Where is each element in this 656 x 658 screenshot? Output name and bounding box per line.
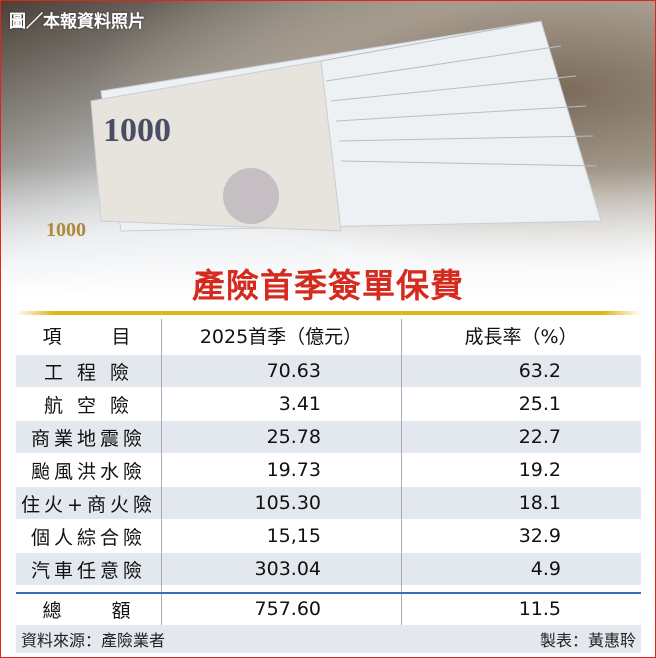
table-row-total: 總 額 757.60 11.5: [16, 593, 641, 625]
row-growth: 63.2: [518, 360, 561, 382]
table-row: 工 程 險 70.63 63.2: [16, 355, 641, 387]
table-row: 汽車任意險 303.04 4.9: [16, 553, 641, 585]
row-item: 汽車任意險: [30, 559, 146, 582]
column-divider: [161, 319, 162, 625]
row-item: 個人綜合險: [30, 526, 146, 549]
row-premium: 303.04: [254, 558, 321, 580]
row-premium: 25.78: [266, 426, 321, 448]
row-item: 航 空 險: [43, 394, 134, 417]
row-premium: 3.41: [278, 393, 321, 415]
row-premium: 105.30: [254, 492, 321, 514]
row-item: 工 程 險: [43, 361, 134, 384]
table-row: 住火+商火險 105.30 18.1: [16, 487, 641, 519]
row-item: 商業地震險: [30, 427, 146, 450]
title-divider: [16, 311, 641, 315]
row-item: 颱風洪水險: [30, 460, 146, 483]
row-premium: 19.73: [266, 459, 321, 481]
chart-title: 產險首季簽單保費: [192, 266, 464, 305]
column-divider: [401, 319, 402, 625]
banknote-fan-image: 1000 1000: [46, 20, 602, 241]
header-item: 項 目: [42, 325, 135, 348]
total-premium: 757.60: [254, 598, 321, 620]
svg-text:1000: 1000: [103, 112, 171, 149]
photo-caption: 圖／本報資料照片: [9, 12, 145, 32]
row-item: 住火+商火險: [21, 493, 156, 516]
row-premium: 70.63: [266, 360, 321, 382]
header-growth: 成長率（%）: [464, 325, 578, 348]
credit-note: 製表：黃惠聆: [539, 631, 636, 650]
header-premium: 2025首季（億元）: [199, 325, 363, 348]
table-row: 商業地震險 25.78 22.7: [16, 421, 641, 453]
svg-text:1000: 1000: [46, 219, 86, 241]
banknote-photo: 1000 1000: [1, 1, 655, 301]
total-growth: 11.5: [518, 598, 561, 620]
row-growth: 19.2: [518, 459, 561, 481]
row-growth: 32.9: [518, 525, 561, 547]
row-growth: 22.7: [518, 426, 561, 448]
total-divider: [16, 592, 641, 594]
row-growth: 18.1: [518, 492, 561, 514]
footer: 資料來源：產險業者 製表：黃惠聆: [16, 625, 641, 653]
row-growth: 25.1: [518, 393, 561, 415]
source-note: 資料來源：產險業者: [21, 631, 166, 650]
row-premium: 15,15: [266, 525, 321, 547]
row-growth: 4.9: [530, 558, 561, 580]
table-header: 項 目 2025首季（億元） 成長率（%）: [16, 319, 641, 351]
table-row: 個人綜合險 15,15 32.9: [16, 520, 641, 552]
total-label: 總 額: [42, 599, 135, 622]
table-row: 航 空 險 3.41 25.1: [16, 388, 641, 420]
table-row: 颱風洪水險 19.73 19.2: [16, 454, 641, 486]
